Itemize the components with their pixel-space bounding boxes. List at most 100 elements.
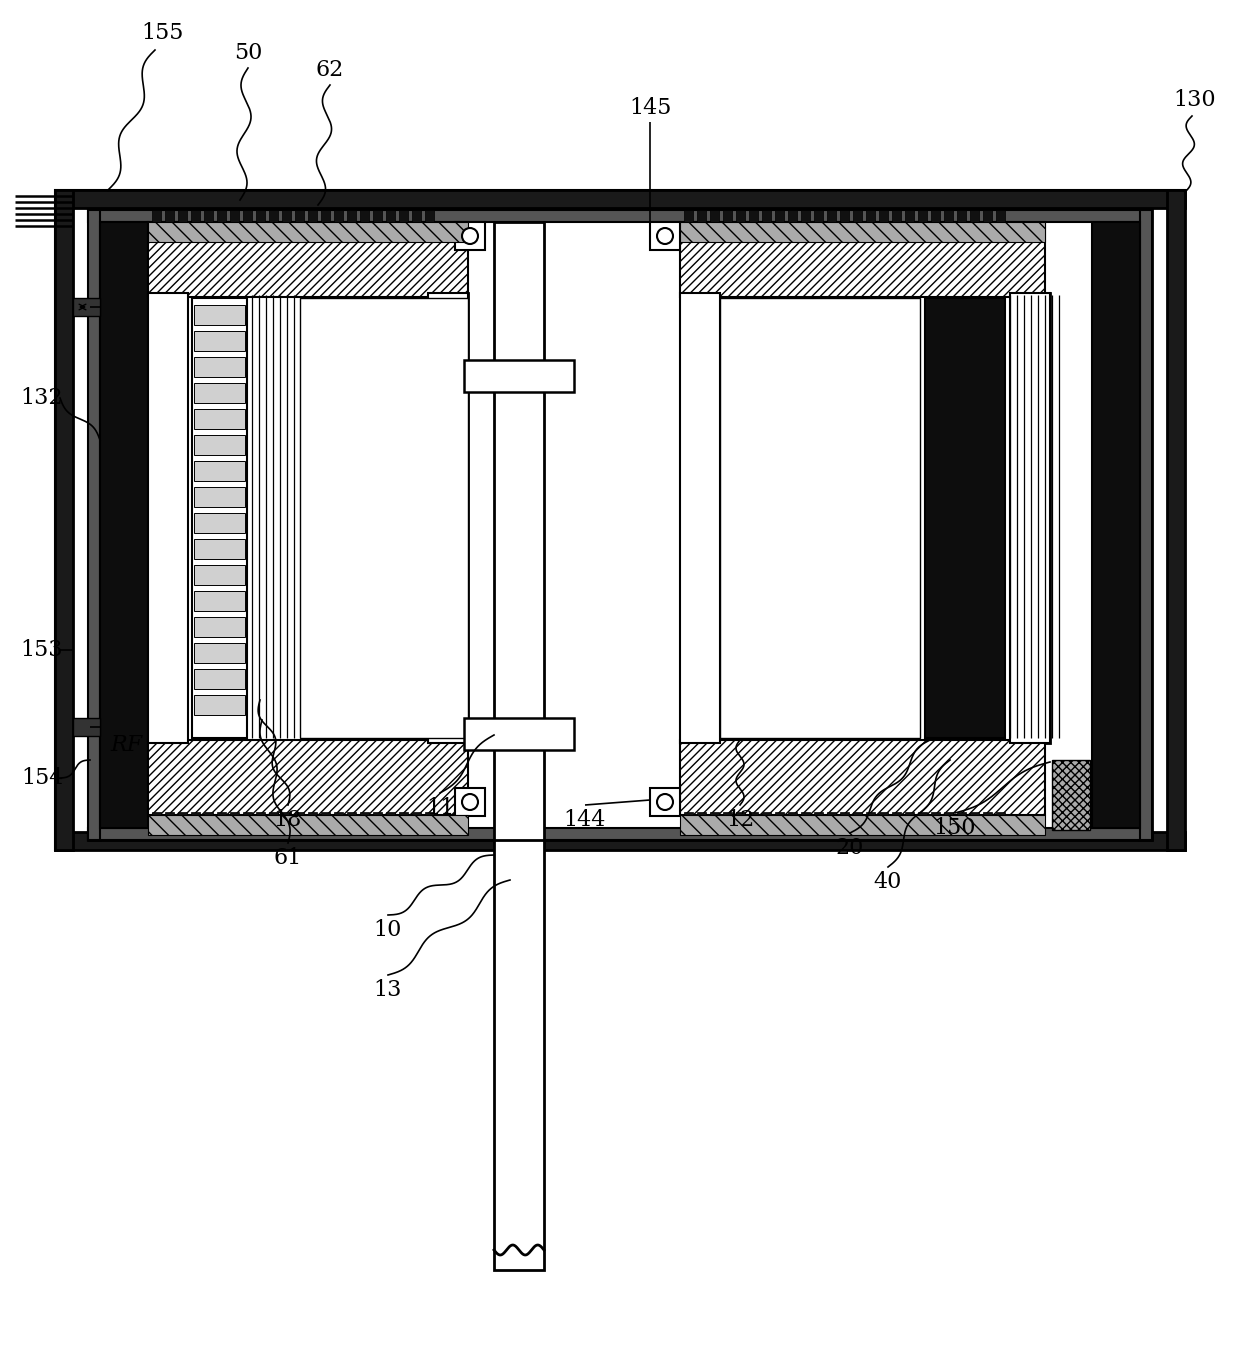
Bar [464,718,574,750]
Bar [957,812,966,828]
Bar [255,812,265,828]
Bar [853,210,862,225]
Bar [720,297,920,737]
Bar [944,210,954,225]
Bar [179,210,187,225]
Bar [148,815,467,835]
Text: 61: 61 [274,847,303,869]
Bar [813,812,823,828]
Bar [229,210,239,225]
Bar [763,210,771,225]
Bar [944,812,954,828]
Bar [866,210,875,225]
Bar [295,812,304,828]
Bar [680,221,1045,242]
Bar [737,210,745,225]
Bar [996,812,1004,828]
Bar [193,695,246,716]
Bar [193,642,246,663]
Bar [983,812,992,828]
Bar [775,210,784,225]
Bar [334,210,343,225]
Bar [308,210,317,225]
Bar [73,718,100,736]
Bar [88,210,1152,841]
Text: 150: 150 [934,818,976,839]
Bar [88,210,1152,221]
Bar [853,812,862,828]
Bar [827,210,836,225]
Bar [464,360,574,392]
Bar [193,591,246,611]
Bar [711,812,719,828]
Bar [399,812,408,828]
Bar [193,617,246,637]
Bar [193,539,246,559]
Bar [193,409,246,429]
Bar [321,812,330,828]
Bar [55,832,1185,850]
Bar [191,210,200,225]
Bar [931,812,940,828]
Bar [697,210,706,225]
Bar [205,210,213,225]
Bar [300,297,467,737]
Text: 20: 20 [836,837,864,860]
Bar [723,812,732,828]
Bar [193,435,246,455]
Bar [425,210,434,225]
Bar [153,210,161,225]
Bar [905,210,914,225]
Bar [494,841,544,1270]
Bar [918,812,928,828]
Bar [723,210,732,225]
Bar [179,812,187,828]
Text: 18: 18 [274,809,303,831]
Bar [191,812,200,828]
Bar [879,812,888,828]
Bar [334,812,343,828]
Bar [931,210,940,225]
Bar [680,815,1045,835]
Bar [373,210,382,225]
Text: 11: 11 [425,797,454,819]
Bar [55,190,1185,850]
Bar [428,293,467,743]
Bar [749,210,758,225]
Bar [680,293,1050,743]
Bar [148,293,188,743]
Bar [360,812,370,828]
Bar [983,210,992,225]
Bar [918,210,928,225]
Text: 62: 62 [316,58,345,81]
Bar [229,812,239,828]
Bar [148,221,467,242]
Bar [88,828,1152,841]
Bar [386,210,396,225]
Bar [801,210,810,225]
Bar [193,513,246,532]
Bar [455,221,485,250]
Bar [813,210,823,225]
Bar [217,812,226,828]
Bar [866,812,875,828]
Bar [711,210,719,225]
Bar [1092,221,1140,828]
Bar [148,293,467,743]
Bar [193,306,246,325]
Bar [347,812,356,828]
Bar [205,812,213,828]
Bar [680,293,720,743]
Bar [749,812,758,828]
Bar [193,357,246,378]
Bar [192,297,247,737]
Bar [386,812,396,828]
Bar [1011,293,1050,743]
Bar [839,812,849,828]
Bar [775,812,784,828]
Bar [455,788,485,816]
Bar [827,812,836,828]
Bar [243,210,252,225]
Text: 145: 145 [629,96,671,120]
Bar [193,383,246,403]
